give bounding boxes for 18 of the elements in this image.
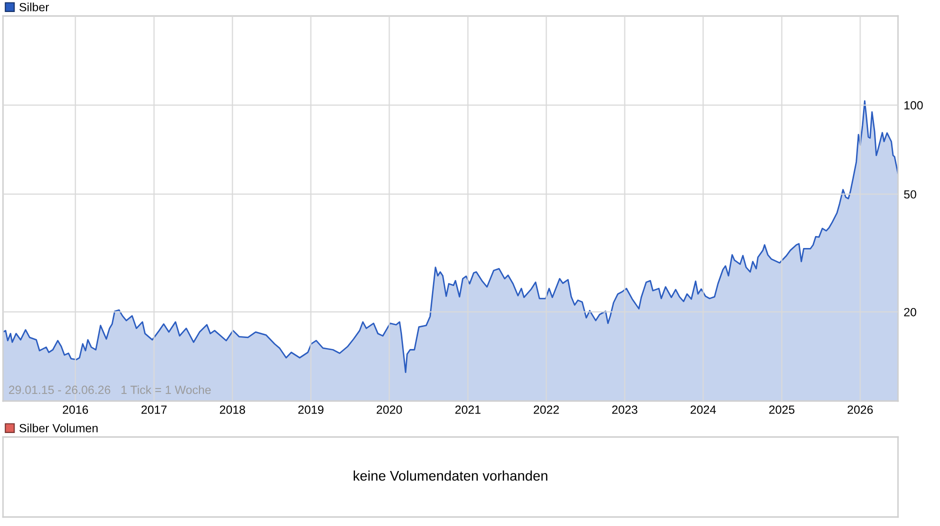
- x-tick-label: 2024: [690, 405, 716, 414]
- x-tick-label: 2016: [62, 405, 88, 414]
- x-tick-label: 2023: [612, 405, 638, 414]
- x-tick-label: 2018: [220, 405, 246, 414]
- x-tick-label: 2025: [769, 405, 794, 414]
- legend-label: Silber: [19, 2, 49, 12]
- x-tick-label: 2021: [455, 405, 480, 414]
- annotation: 29.01.15 - 26.06.26 1 Tick = 1 Woche: [8, 385, 211, 394]
- y-tick-label: 50: [904, 190, 916, 199]
- x-tick-label: 2020: [376, 405, 402, 414]
- legend-label: Silber Volumen: [19, 424, 98, 432]
- text: keine Volumendaten vorhanden: [354, 470, 548, 481]
- y-tick-label: 100: [904, 101, 923, 110]
- x-tick-label: 2022: [534, 405, 559, 414]
- x-tick-label: 2017: [141, 405, 167, 414]
- x-tick-label: 2019: [298, 405, 324, 414]
- y-tick-label: 20: [904, 308, 916, 316]
- x-tick-label: 2026: [848, 405, 873, 414]
